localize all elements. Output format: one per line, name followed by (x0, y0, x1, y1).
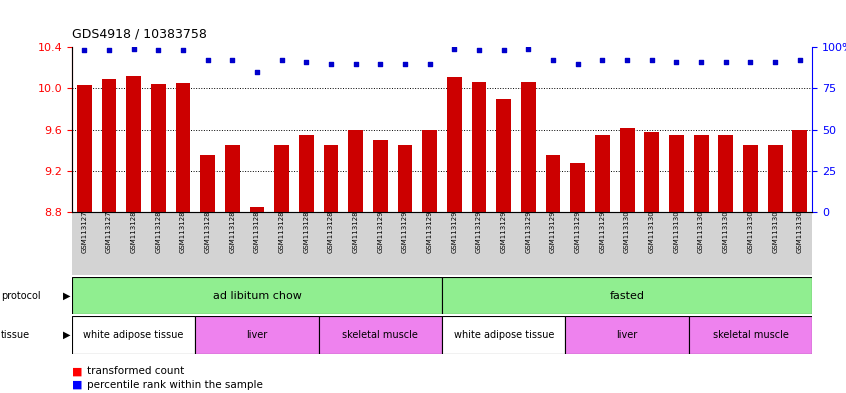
Text: fasted: fasted (610, 291, 645, 301)
Point (374, 61, 387, 67)
Bar (793, 130, 807, 212)
Bar (422, 130, 437, 212)
Text: white adipose tissue: white adipose tissue (453, 330, 554, 340)
Bar (175, 83, 190, 212)
Point (398, 61, 412, 67)
Point (620, 57, 634, 64)
Point (127, 46, 140, 52)
Text: percentile rank within the sample: percentile rank within the sample (87, 380, 263, 390)
Bar (570, 163, 585, 212)
Bar (471, 82, 486, 212)
Text: GDS4918 / 10383758: GDS4918 / 10383758 (72, 28, 206, 40)
Bar (497, 99, 511, 212)
Point (472, 47, 486, 53)
Point (645, 57, 658, 64)
Bar (669, 135, 684, 212)
Bar (768, 145, 783, 212)
Text: ■: ■ (72, 366, 82, 376)
Point (497, 47, 510, 53)
Text: skeletal muscle: skeletal muscle (343, 330, 418, 340)
Point (275, 57, 288, 64)
Bar (72, 277, 442, 314)
Bar (77, 85, 91, 212)
Bar (151, 84, 166, 212)
Point (299, 59, 313, 65)
Point (744, 59, 757, 65)
Point (151, 47, 165, 53)
Bar (102, 79, 116, 212)
Bar (323, 145, 338, 212)
Text: white adipose tissue: white adipose tissue (84, 330, 184, 340)
Bar (442, 316, 565, 354)
Bar (689, 316, 812, 354)
Point (226, 57, 239, 64)
Bar (743, 145, 758, 212)
Bar (274, 145, 289, 212)
Text: protocol: protocol (1, 291, 41, 301)
Bar (72, 316, 195, 354)
Point (571, 61, 585, 67)
Text: skeletal muscle: skeletal muscle (712, 330, 788, 340)
Point (448, 46, 461, 52)
Point (719, 59, 733, 65)
Bar (299, 135, 314, 212)
Point (349, 61, 362, 67)
Bar (250, 207, 264, 212)
Bar (565, 316, 689, 354)
Point (423, 61, 437, 67)
Bar (595, 135, 610, 212)
Text: liver: liver (246, 330, 267, 340)
Bar (349, 130, 363, 212)
Text: transformed count: transformed count (87, 366, 184, 376)
Bar (619, 128, 634, 212)
Point (250, 69, 264, 75)
Bar (195, 316, 319, 354)
Bar (373, 140, 387, 212)
Bar (319, 316, 442, 354)
Bar (546, 156, 560, 212)
Bar (201, 156, 215, 212)
Point (78, 47, 91, 53)
Point (695, 59, 708, 65)
Point (793, 57, 806, 64)
Point (522, 46, 536, 52)
Bar (521, 82, 536, 212)
Point (670, 59, 684, 65)
Point (324, 61, 338, 67)
Text: tissue: tissue (1, 330, 30, 340)
Point (201, 57, 214, 64)
Bar (442, 277, 812, 314)
Bar (398, 145, 413, 212)
Text: ■: ■ (72, 380, 82, 390)
Bar (447, 77, 462, 212)
Point (547, 57, 560, 64)
Text: liver: liver (617, 330, 638, 340)
Bar (126, 76, 141, 212)
Point (102, 47, 116, 53)
Text: ▶: ▶ (63, 291, 71, 301)
Point (176, 47, 190, 53)
Point (596, 57, 609, 64)
Text: ▶: ▶ (63, 330, 71, 340)
Bar (645, 132, 659, 212)
Text: ad libitum chow: ad libitum chow (212, 291, 301, 301)
Bar (718, 135, 733, 212)
Point (768, 59, 782, 65)
Bar (225, 145, 239, 212)
Bar (694, 135, 708, 212)
